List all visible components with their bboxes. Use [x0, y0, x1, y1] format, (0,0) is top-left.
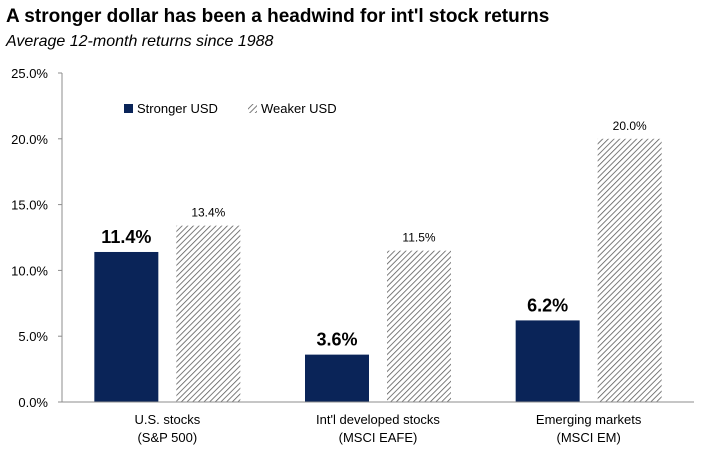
x-tick-label: (MSCI EAFE): [339, 430, 418, 445]
data-label-weaker-usd: 20.0%: [613, 119, 647, 133]
chart-subtitle: Average 12-month returns since 1988: [6, 33, 274, 50]
legend-swatch-weaker-usd: [248, 104, 257, 113]
data-label-stronger-usd: 6.2%: [527, 295, 568, 315]
x-tick-label: U.S. stocks: [134, 412, 200, 427]
x-tick-label: Int'l developed stocks: [316, 412, 440, 427]
data-label-weaker-usd: 11.5%: [402, 231, 435, 245]
legend: Stronger USD Weaker USD: [124, 101, 337, 116]
bar-weaker-usd: [176, 225, 241, 402]
bar-weaker-usd: [387, 250, 451, 402]
bar-stronger-usd: [94, 251, 159, 402]
chart-title: A stronger dollar has been a headwind fo…: [6, 6, 550, 27]
bar-stronger-usd: [305, 354, 369, 402]
x-tick-label: Emerging markets: [536, 412, 642, 427]
y-tick-label: 25.0%: [11, 66, 48, 81]
data-label-stronger-usd: 11.4%: [101, 227, 151, 247]
y-tick-label: 0.0%: [18, 395, 48, 410]
data-label-weaker-usd: 13.4%: [191, 206, 225, 220]
y-tick-label: 5.0%: [18, 329, 48, 344]
legend-swatch-stronger-usd: [124, 104, 133, 113]
bar-weaker-usd: [597, 138, 662, 403]
y-tick-label: 20.0%: [11, 132, 48, 147]
bars: 11.4% 13.4% 3.6% 11.5% 6.2% 20.0%: [94, 119, 662, 403]
legend-label-weaker-usd: Weaker USD: [261, 101, 337, 116]
y-axis: 0.0% 5.0% 10.0% 15.0% 20.0% 25.0%: [11, 66, 63, 410]
y-tick-label: 10.0%: [11, 263, 48, 278]
legend-label-stronger-usd: Stronger USD: [137, 101, 218, 116]
x-tick-label: (MSCI EM): [557, 430, 621, 445]
bar-stronger-usd: [515, 320, 580, 402]
x-tick-label: (S&P 500): [137, 430, 197, 445]
x-axis: U.S. stocks (S&P 500) Int'l developed stoc…: [62, 401, 694, 445]
y-tick-label: 15.0%: [11, 198, 48, 213]
data-label-stronger-usd: 3.6%: [316, 330, 357, 350]
